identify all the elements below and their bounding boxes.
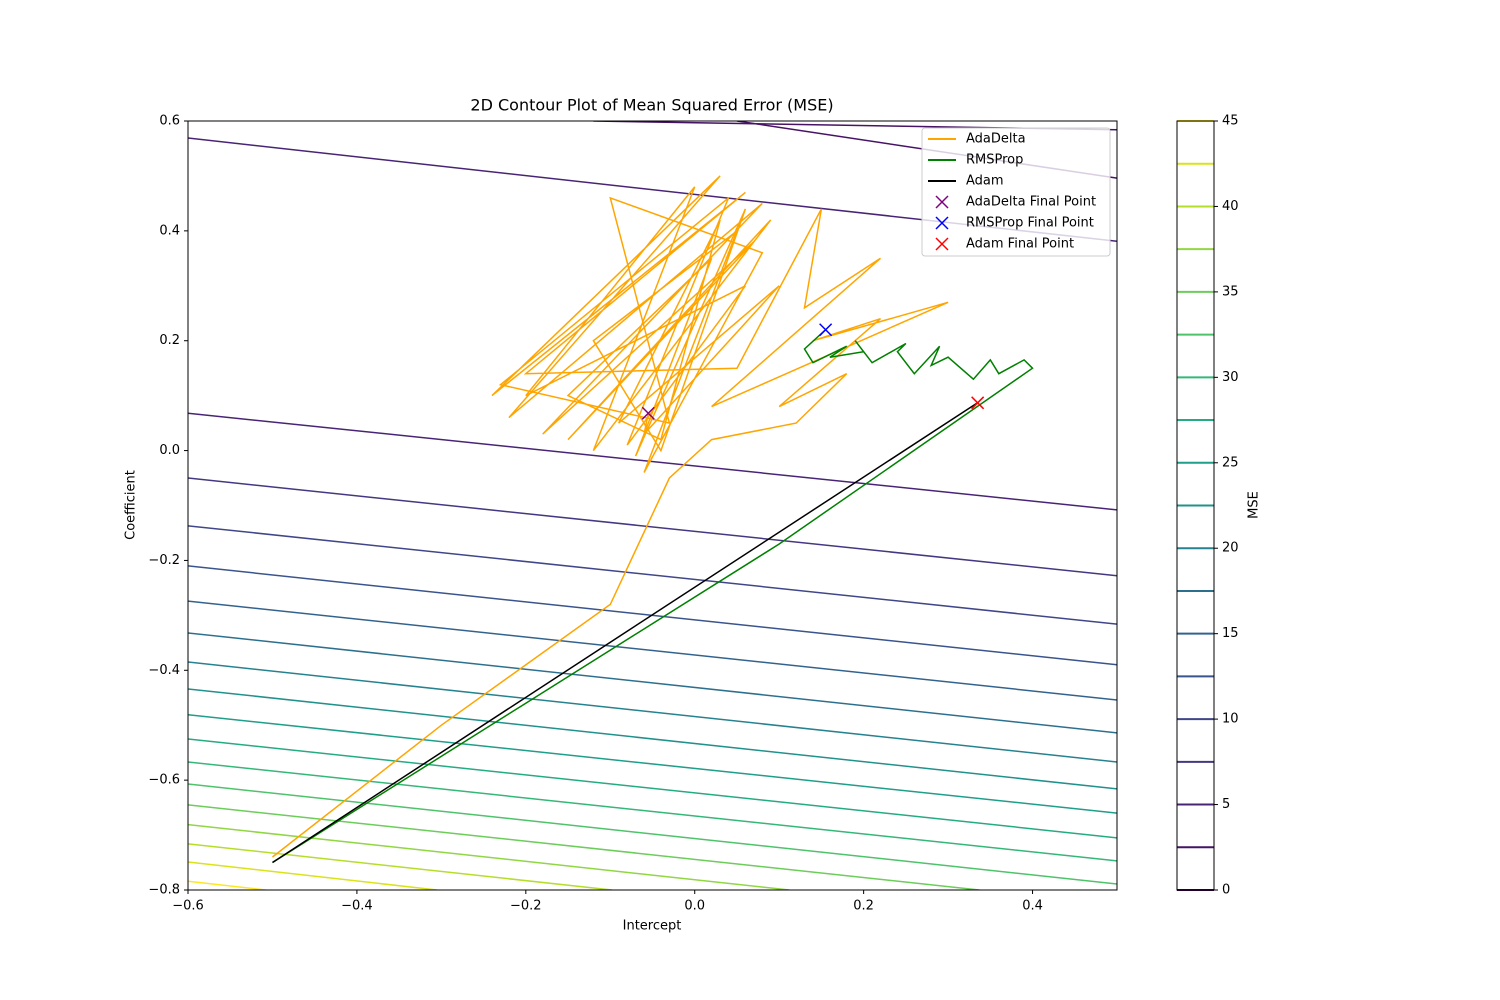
contour-line	[188, 761, 1117, 862]
contour-line	[188, 632, 1117, 734]
contour-line	[188, 661, 1117, 763]
contour-line	[188, 783, 1117, 885]
colorbar-tick-label: 15	[1222, 626, 1239, 641]
x-tick-label: 0.0	[684, 899, 705, 914]
colorbar-label: MSE	[1247, 491, 1262, 519]
trajectory-line	[272, 329, 1034, 864]
colorbar-tick-label: 45	[1222, 114, 1239, 129]
contour-line	[188, 525, 1117, 625]
legend-swatch	[935, 195, 949, 209]
contour-line	[188, 843, 613, 890]
legend-label: RMSProp	[966, 153, 1023, 168]
y-tick-label: 0.6	[159, 114, 180, 129]
y-tick-label: −0.4	[148, 663, 180, 678]
legend: AdaDelta RMSProp Adam AdaDelta Final Point R…	[921, 127, 1111, 257]
trajectory-line	[272, 175, 949, 858]
legend-label: AdaDelta Final Point	[966, 195, 1096, 210]
legend-swatch	[935, 216, 949, 230]
trajectory-line	[272, 402, 979, 864]
y-tick-label: −0.8	[148, 883, 180, 898]
x-tick-label: −0.4	[341, 899, 373, 914]
colorbar-tick-label: 20	[1222, 541, 1239, 556]
legend-swatch	[935, 237, 949, 251]
final-point-marker	[641, 406, 655, 420]
x-tick-label: 0.2	[853, 899, 874, 914]
colorbar-tick-label: 25	[1222, 455, 1239, 470]
legend-box	[921, 127, 1111, 257]
colorbar-tick-label: 0	[1222, 883, 1230, 898]
colorbar-tick-label: 40	[1222, 199, 1239, 214]
y-tick-label: −0.2	[148, 553, 180, 568]
y-tick-label: −0.6	[148, 773, 180, 788]
legend-label: Adam	[966, 174, 1004, 189]
contour-line	[188, 412, 1117, 511]
colorbar-tick-label: 10	[1222, 712, 1239, 727]
contour-line	[188, 477, 1117, 577]
plot-frame	[187, 120, 1118, 891]
y-tick-label: 0.4	[159, 223, 180, 238]
final-point-marker	[819, 323, 833, 337]
x-tick-label: −0.2	[510, 899, 542, 914]
contour-line	[188, 861, 438, 890]
contour-line	[188, 738, 1117, 839]
y-tick-label: 0.2	[159, 333, 180, 348]
legend-label: RMSProp Final Point	[966, 216, 1094, 231]
colorbar-tick-label: 5	[1222, 797, 1230, 812]
contour-line	[188, 714, 1117, 814]
colorbar-tick-label: 30	[1222, 370, 1239, 385]
legend-label: Adam Final Point	[966, 237, 1074, 252]
colorbar-tick-label: 35	[1222, 284, 1239, 299]
y-axis-label: Coefficient	[124, 470, 139, 540]
contour-line	[188, 804, 980, 890]
contour-line	[188, 600, 1117, 701]
legend-label: AdaDelta	[966, 132, 1026, 147]
contour-line	[188, 823, 790, 890]
x-tick-label: −0.6	[172, 899, 204, 914]
colorbar-frame	[1176, 120, 1215, 891]
contour-line	[188, 880, 266, 890]
x-tick-label: 0.4	[1022, 899, 1043, 914]
plot-area	[188, 121, 1117, 890]
contour-line	[188, 688, 1117, 790]
final-point-marker	[971, 396, 985, 410]
x-axis-label: Intercept	[623, 919, 682, 934]
y-tick-label: 0.0	[159, 443, 180, 458]
chart-title: 2D Contour Plot of Mean Squared Error (M…	[470, 96, 833, 115]
